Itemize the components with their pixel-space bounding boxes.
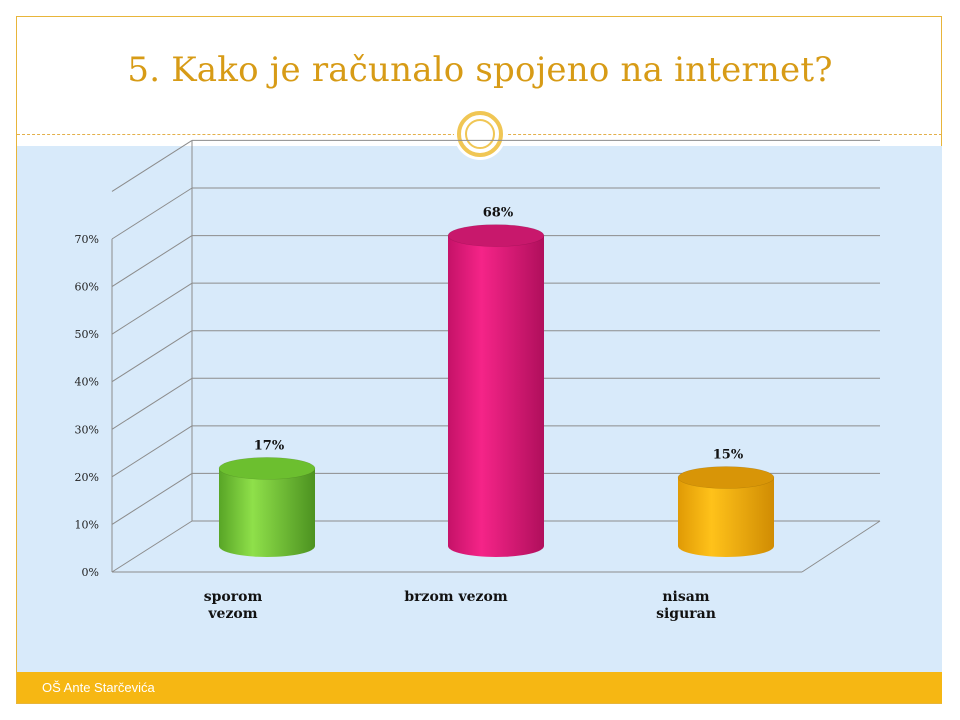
bar-top (447, 224, 545, 247)
grid-diagonal (111, 377, 193, 430)
bar-top (677, 466, 775, 489)
y-tick-label: 40% (75, 376, 99, 389)
slide-title: 5. Kako je računalo spojeno na internet? (127, 50, 833, 90)
bar-0 (218, 457, 316, 557)
grid-diagonal (111, 282, 193, 335)
data-label: 68% (483, 206, 514, 221)
y-tick-label: 10% (75, 518, 99, 531)
bar-top (218, 457, 316, 480)
bars (218, 224, 775, 557)
bar-body (448, 235, 544, 557)
category-label: sporom (204, 589, 263, 605)
y-axis-ticks: 0% 10% 20% 30% 40% 50% 60% 70% (75, 233, 99, 579)
grid-diagonal (111, 235, 193, 287)
footer-bar (17, 672, 942, 703)
grid-diagonal (111, 425, 193, 478)
y-tick-label: 30% (75, 423, 99, 436)
grid-diagonal (111, 473, 193, 525)
category-label: nisam (662, 589, 709, 605)
y-tick-label: 0% (82, 566, 99, 579)
grid-diagonal (111, 520, 193, 573)
category-label: brzom vezom (404, 589, 507, 605)
bar-1 (447, 224, 545, 557)
grid-diagonal (111, 187, 193, 240)
y-tick-label: 20% (75, 471, 99, 484)
data-label: 15% (713, 448, 744, 463)
bar-body (219, 468, 315, 557)
category-label: siguran (656, 606, 716, 622)
floor-right-edge (801, 520, 881, 573)
circle-ornament-icon (454, 108, 506, 160)
y-tick-label: 70% (75, 233, 99, 246)
bar-2 (677, 466, 775, 557)
category-label: vezom (207, 606, 257, 622)
y-tick-label: 60% (75, 281, 99, 294)
footer-text: OŠ Ante Starčevića (42, 680, 155, 695)
bar-body (678, 477, 774, 557)
grid-diagonal (111, 330, 193, 383)
y-tick-label: 50% (75, 328, 99, 341)
data-label: 17% (254, 438, 285, 453)
grid-diagonal (111, 140, 193, 192)
